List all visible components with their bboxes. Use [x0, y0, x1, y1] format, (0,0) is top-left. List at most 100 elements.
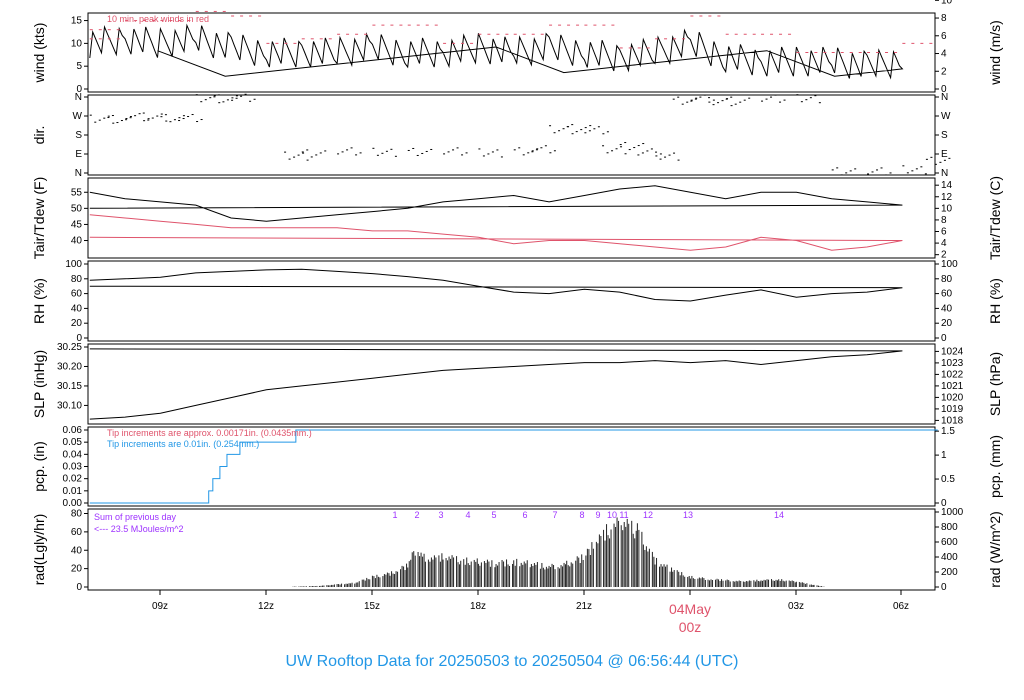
rad-panel: rad(Lgly/hr) rad (W/m^2)02040608002004006…	[31, 507, 1003, 593]
y-tick-label: 10	[71, 38, 83, 49]
sun-hour-mark: 6	[522, 510, 527, 520]
y-tick-label-right: 40	[941, 303, 953, 314]
panel-frame	[87, 12, 936, 93]
y-tick-label-right: 1021	[941, 381, 964, 392]
panel-frame	[87, 177, 936, 259]
sun-hour-mark: 8	[579, 510, 584, 520]
wind-line	[89, 23, 904, 80]
y-tick-label-right: 4	[941, 49, 947, 60]
y-axis-label: Tair/Tdew (F)	[31, 177, 47, 259]
y-tick-label-right: 0	[941, 582, 947, 593]
y-tick-label-right: 60	[941, 289, 953, 300]
y-tick-label: W	[73, 111, 83, 122]
y-tick-label-right: E	[941, 149, 948, 160]
y-tick-label-right: 2	[941, 250, 947, 261]
y-tick-label: N	[75, 168, 82, 179]
y-axis-label-right: rad (W/m^2)	[987, 511, 1003, 588]
y-axis-label-right: RH (%)	[987, 278, 1003, 324]
y-tick-label-right: W	[941, 111, 951, 122]
sun-hour-mark: 12	[643, 510, 653, 520]
sun-hour-mark: 3	[438, 510, 443, 520]
y-tick-label: 0	[76, 84, 82, 95]
y-tick-label: 50	[71, 203, 83, 214]
sun-hour-mark: 7	[552, 510, 557, 520]
y-tick-label: 40	[71, 303, 83, 314]
y-tick-label: N	[75, 92, 82, 103]
y-tick-label: 0	[76, 333, 82, 344]
rh-panel: RH (%) RH (%) 0 20 40 60 80 100 0 20 40 60 80 100	[31, 259, 1003, 344]
y-tick-label-right: 1023	[941, 358, 964, 369]
slp-line	[89, 348, 903, 420]
y-tick-label-right: 1019	[941, 404, 964, 415]
y-tick-label: 0.00	[63, 498, 83, 509]
y-tick-label: 30.20	[57, 361, 82, 372]
y-tick-label: 30.25	[57, 342, 82, 353]
x-tick-label: 21z	[576, 601, 592, 612]
y-tick-label-right: N	[941, 92, 948, 103]
y-tick-label: 80	[71, 509, 83, 520]
y-tick-label-right: 6	[941, 227, 947, 238]
sun-hour-mark: 9	[595, 510, 600, 520]
sun-hour-mark: 2	[414, 510, 419, 520]
rh-line	[89, 268, 903, 302]
pcp-annotation-2: Tip increments are 0.01in. (0.254mm.)	[107, 439, 259, 449]
date-label: 04May	[669, 601, 711, 617]
y-tick-label: 0.05	[63, 437, 83, 448]
y-tick-label-right: S	[941, 130, 948, 141]
sun-hour-mark: 4	[465, 510, 470, 520]
date-time-label: 00z	[679, 619, 702, 635]
x-tick-label: 06z	[893, 601, 909, 612]
y-tick-label-right: 1020	[941, 392, 964, 403]
y-tick-label: 30.10	[57, 400, 82, 411]
x-tick-label: 12z	[258, 601, 274, 612]
y-tick-label: 80	[71, 274, 83, 285]
y-axis-label-right: Tair/Tdew (C)	[987, 176, 1003, 260]
y-tick-label: 40	[71, 545, 83, 556]
y-tick-label-right: 2	[941, 66, 947, 77]
y-axis-label: wind (kts)	[31, 23, 47, 84]
y-tick-label-right: 1022	[941, 369, 964, 380]
y-tick-label-right: 80	[941, 274, 953, 285]
y-tick-label: 15	[71, 16, 83, 27]
y-tick-label-right: 1018	[941, 415, 964, 426]
panel-frame	[87, 94, 936, 176]
y-tick-label: 60	[71, 289, 83, 300]
temp-panel: Tair/Tdew (F) Tair/Tdew (C) 40 45 50 55 246810…	[31, 176, 1003, 261]
y-tick-label: 60	[71, 527, 83, 538]
y-tick-label-right: 1024	[941, 346, 964, 357]
y-tick-label: 100	[65, 259, 82, 270]
y-tick-label-right: 4	[941, 238, 947, 249]
wind-panel: wind (kts) wind (m/s) 0 5 10 15 0 2 4 6 8 10 10 min.…	[31, 0, 1003, 95]
y-tick-label: 5	[76, 61, 82, 72]
panel-frame	[87, 343, 936, 425]
sun-hour-mark: 11	[619, 510, 628, 520]
y-tick-label: 0.03	[63, 462, 83, 473]
y-tick-label: 0.02	[63, 474, 83, 485]
rad-annotation-1: Sum of previous day	[94, 512, 177, 522]
x-tick-label: 03z	[788, 601, 804, 612]
y-tick-label: 0	[76, 582, 82, 593]
y-tick-label-right: 0	[941, 333, 947, 344]
y-tick-label-right: 0.5	[941, 474, 955, 485]
slp-panel: SLP (inHg) SLP (hPa) 30.10 30.15 30.20 30.25 1…	[31, 342, 1003, 426]
y-tick-label: 20	[71, 564, 83, 575]
y-tick-label: 45	[71, 219, 83, 230]
panel-frame	[87, 260, 936, 342]
y-axis-label-right: SLP (hPa)	[987, 352, 1003, 416]
x-tick-label: 09z	[152, 601, 168, 612]
Tair-line	[89, 185, 903, 222]
y-tick-label: 55	[71, 187, 83, 198]
y-tick-label-right: 12	[941, 192, 953, 203]
y-axis-label-right: wind (m/s)	[987, 20, 1003, 86]
panel-frame	[87, 508, 936, 591]
y-axis-label: rad(Lgly/hr)	[31, 514, 47, 586]
y-tick-label-right: 0	[941, 498, 947, 509]
chart-title: UW Rooftop Data for 20250503 to 20250504…	[286, 653, 739, 670]
pcp-annotation-1: Tip increments are approx. 0.00171in. (0…	[107, 428, 312, 438]
y-tick-label-right: 400	[941, 552, 958, 563]
pcp-line	[89, 429, 938, 504]
wind-annotation: 10 min. peak winds in red	[107, 14, 209, 24]
y-tick-label: 0.06	[63, 425, 83, 436]
y-tick-label: E	[75, 149, 82, 160]
